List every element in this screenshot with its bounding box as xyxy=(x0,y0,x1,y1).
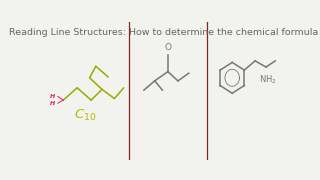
Text: NH$_2$: NH$_2$ xyxy=(259,73,276,86)
Text: H: H xyxy=(50,94,55,99)
Text: Reading Line Structures: How to determine the chemical formula: Reading Line Structures: How to determin… xyxy=(9,28,319,37)
Text: O: O xyxy=(164,43,172,52)
Text: $\it{C}_{10}$: $\it{C}_{10}$ xyxy=(74,108,96,123)
Text: H: H xyxy=(50,101,55,106)
